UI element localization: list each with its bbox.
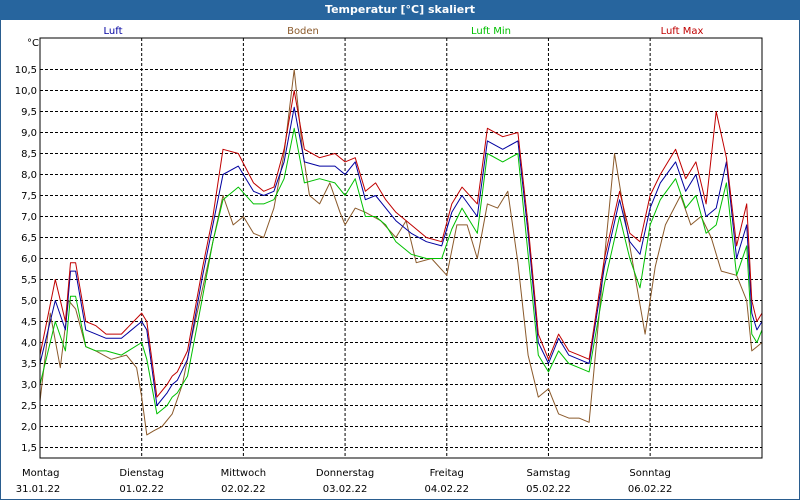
x-day-label: Freitag: [430, 468, 464, 479]
series-line-luft-max: [39, 90, 763, 398]
y-tick-label: 5,5: [21, 275, 37, 286]
x-axis-labels: Montag 31.01.22 Dienstag 01.02.22 Mittwoch 02…: [16, 468, 673, 495]
x-date-label: 31.01.22: [16, 484, 61, 495]
legend: Luft Boden Luft Min Luft Max: [104, 26, 704, 37]
y-tick-label: 2,0: [21, 422, 37, 433]
grid: [40, 38, 762, 458]
legend-luft-max: Luft Max: [661, 26, 704, 37]
x-date-label: 02.02.22: [221, 484, 266, 495]
series-lines: [39, 69, 763, 436]
x-date-label: 04.02.22: [424, 484, 469, 495]
x-date-label: 05.02.22: [526, 484, 571, 495]
y-tick-label: 10,5: [15, 65, 37, 76]
x-day-label: Dienstag: [119, 468, 164, 479]
y-tick-label: 4,5: [21, 317, 37, 328]
y-tick-label: 2,5: [21, 401, 37, 412]
y-tick-label: 5,0: [21, 296, 37, 307]
legend-boden: Boden: [287, 26, 319, 37]
y-tick-label: 7,5: [21, 191, 37, 202]
y-tick-label: 4,0: [21, 338, 37, 349]
x-day-label: Donnerstag: [316, 468, 374, 479]
x-day-label: Sonntag: [629, 468, 671, 479]
x-date-label: 03.02.22: [323, 484, 368, 495]
chart-title: Temperatur [°C] skaliert: [0, 0, 800, 20]
series-line-boden: [39, 69, 763, 436]
y-tick-label: 3,5: [21, 359, 37, 370]
y-tick-label: 3,0: [21, 380, 37, 391]
x-date-label: 01.02.22: [119, 484, 164, 495]
series-line-luft-min: [39, 127, 763, 415]
y-tick-label: 10,0: [15, 86, 37, 97]
x-day-label: Montag: [22, 468, 59, 479]
series-line-luft: [39, 106, 763, 406]
legend-luft: Luft: [104, 26, 123, 37]
y-tick-label: 6,5: [21, 233, 37, 244]
y-tick-label: 1,5: [21, 443, 37, 454]
y-axis-label: °C: [27, 38, 39, 49]
y-tick-label: 6,0: [21, 254, 37, 265]
y-tick-label: 8,5: [21, 149, 37, 160]
x-day-label: Samstag: [527, 468, 571, 479]
y-axis-ticks: 1,5 2,0 2,5 3,0 3,5 4,0 4,5 5,0 5,5 6,0 6,5 7,0 7,5 8…: [15, 65, 37, 454]
y-tick-label: 7,0: [21, 212, 37, 223]
plot-border: [39, 37, 763, 459]
y-tick-label: 9,5: [21, 107, 37, 118]
y-tick-label: 8,0: [21, 170, 37, 181]
x-date-label: 06.02.22: [628, 484, 673, 495]
y-tick-label: 9,0: [21, 128, 37, 139]
x-day-label: Mittwoch: [221, 468, 266, 479]
legend-luft-min: Luft Min: [471, 26, 511, 37]
